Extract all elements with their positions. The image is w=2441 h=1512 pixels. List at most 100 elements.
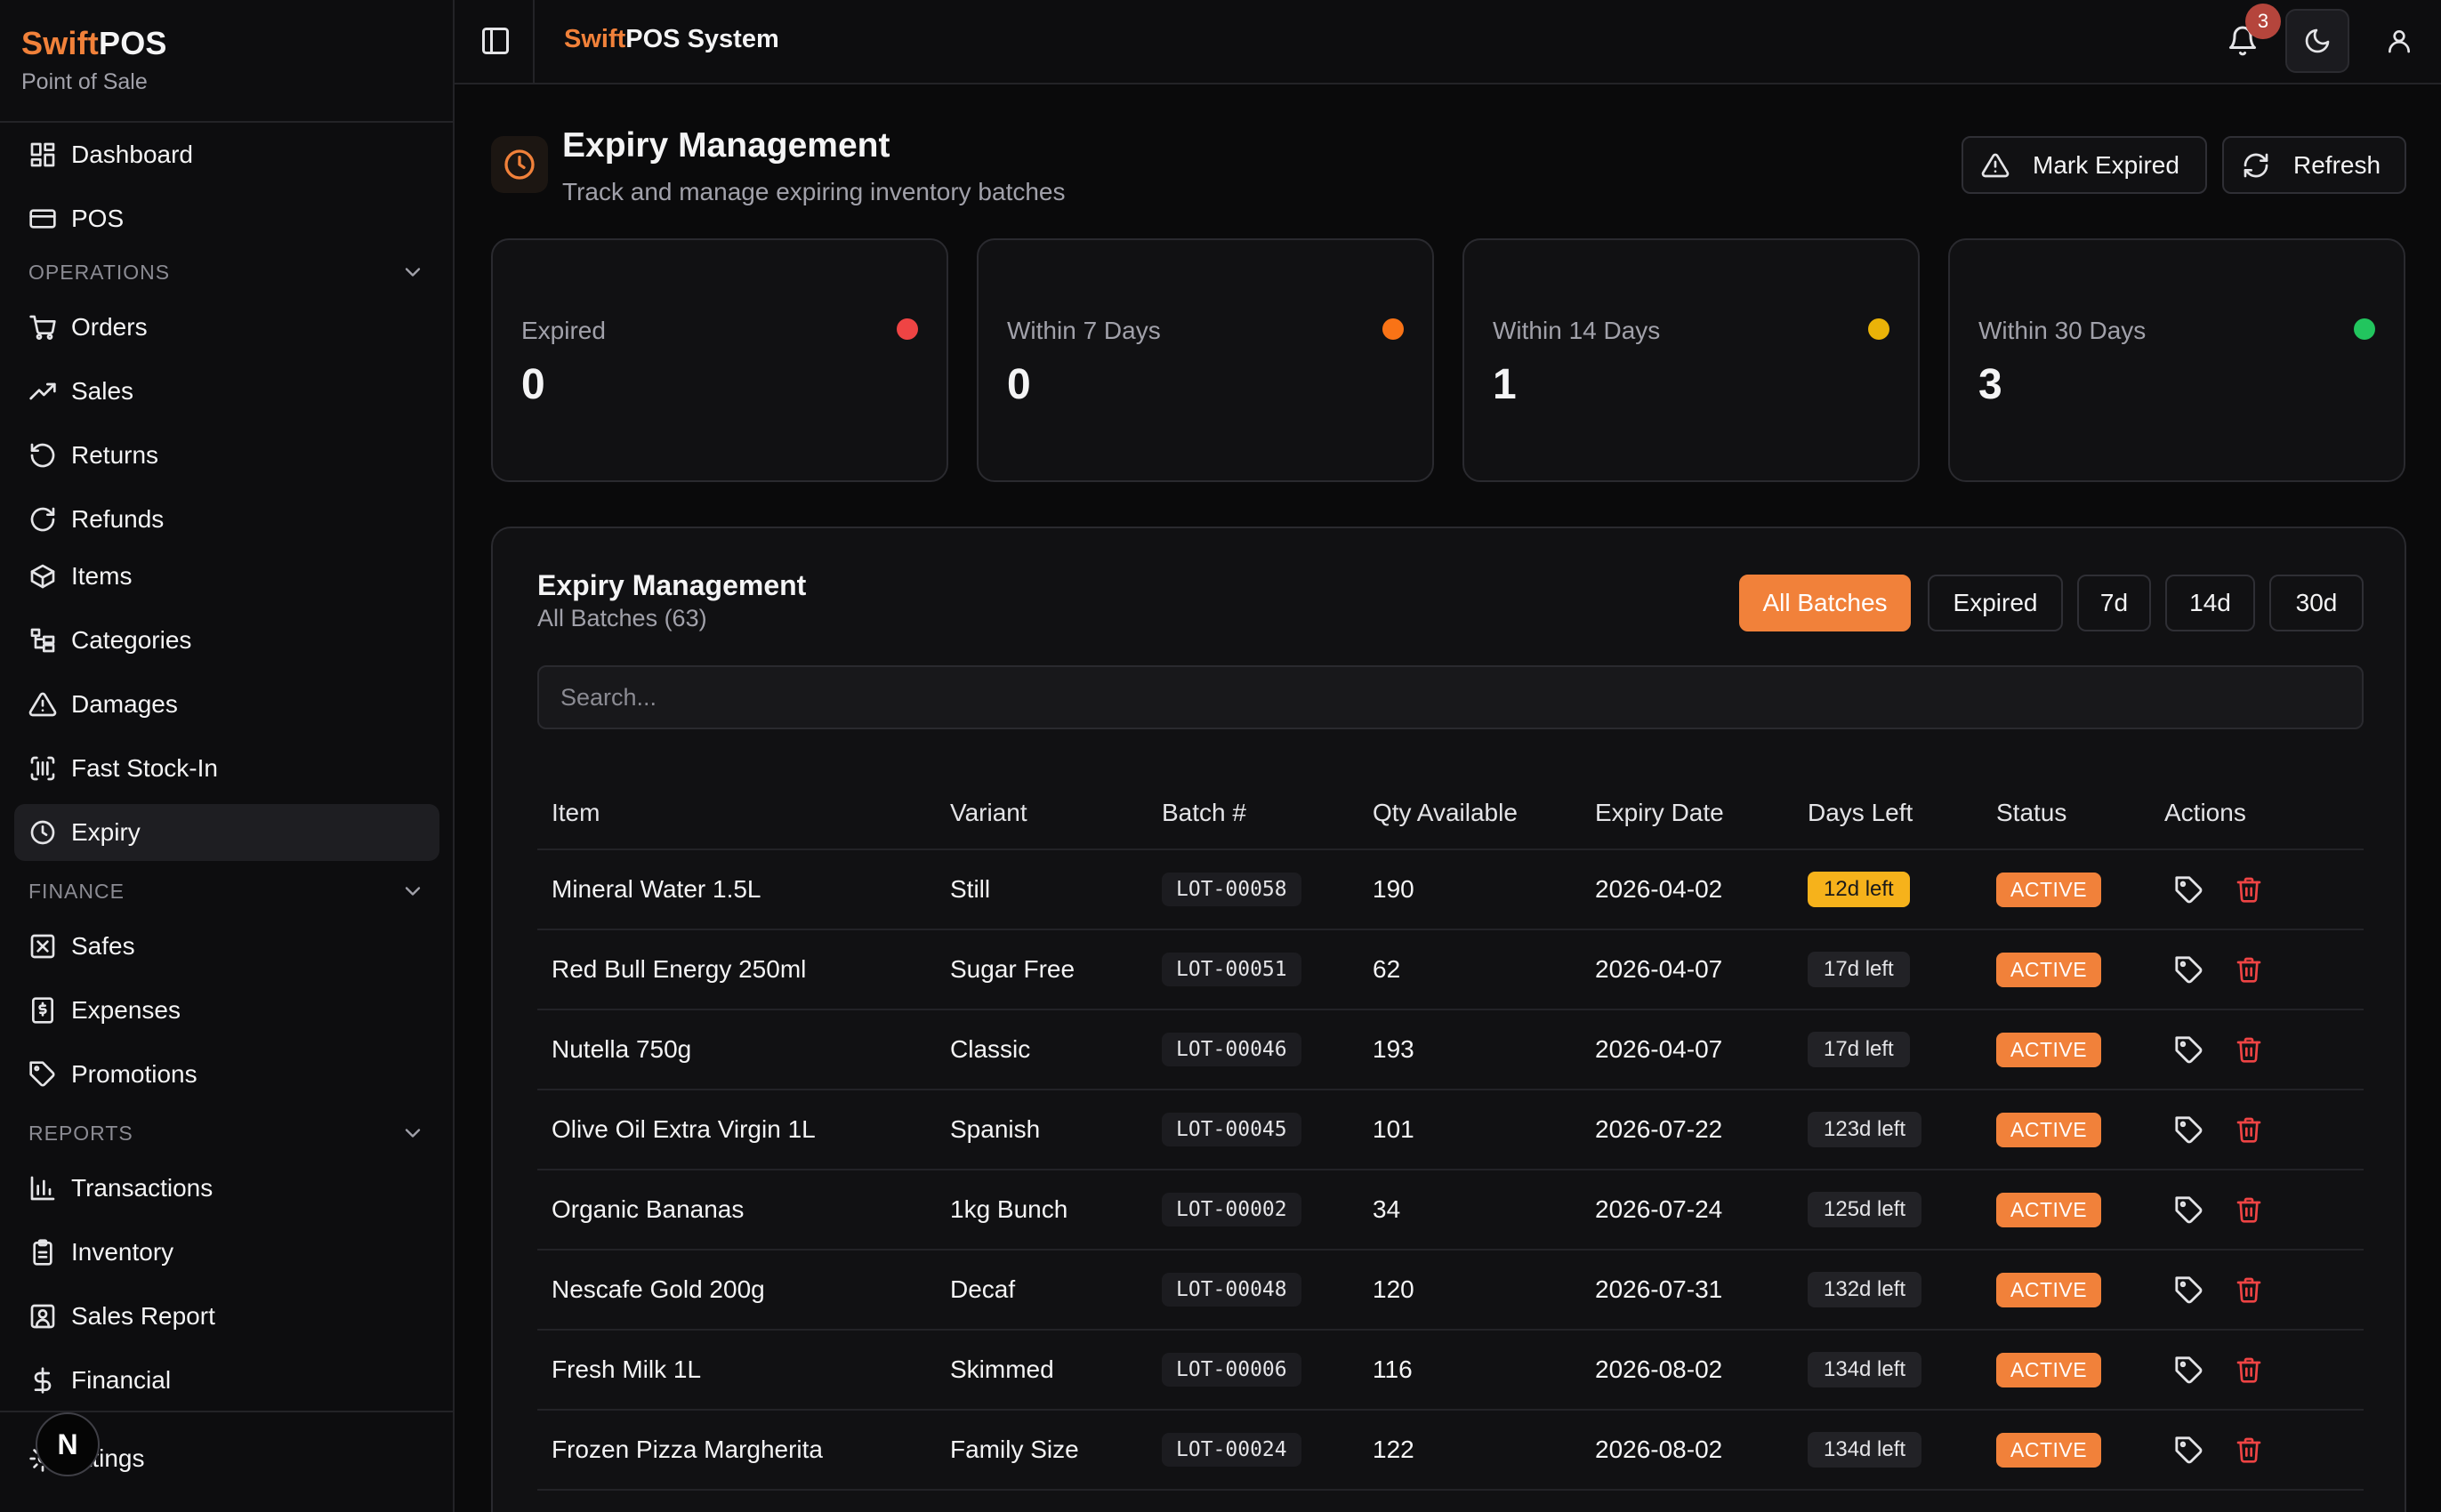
cell-expiry-date: 2026-08-02 (1595, 1436, 1723, 1463)
tag-icon (28, 1060, 57, 1089)
user-icon[interactable] (2385, 27, 2413, 55)
column-header[interactable]: Batch # (1162, 799, 1246, 826)
sidebar-item-label: Safes (71, 932, 135, 960)
filter-14d[interactable]: 14d (2165, 575, 2255, 631)
sidebar-item-pos[interactable]: POS (14, 190, 439, 247)
filter-all-batches[interactable]: All Batches (1739, 575, 1911, 631)
cell-days-left: 17d left (1808, 1010, 1910, 1089)
sidebar-item-returns[interactable]: Returns (14, 427, 439, 484)
search-input[interactable] (537, 665, 2364, 729)
trash-icon[interactable] (2235, 1195, 2263, 1224)
sidebar-item-dashboard[interactable]: Dashboard (14, 126, 439, 183)
alert-triangle-icon (28, 690, 57, 719)
sidebar-item-financial[interactable]: Financial (14, 1352, 439, 1409)
sidebar-item-expenses[interactable]: Expenses (14, 982, 439, 1039)
table-row[interactable]: Red Bull Energy 250ml Sugar Free LOT-000… (537, 930, 2364, 1010)
page-title: Expiry Management (562, 126, 890, 165)
tag-icon[interactable] (2174, 1436, 2204, 1466)
table-row[interactable]: Mineral Water 1.5L Still LOT-00058 190 2… (537, 850, 2364, 930)
dollar-icon (28, 1366, 57, 1395)
trash-icon[interactable] (2235, 875, 2263, 904)
cell-expiry-date: 2026-04-02 (1595, 875, 1723, 903)
sidebar-item-promotions[interactable]: Promotions (14, 1046, 439, 1103)
batches-table: Item Variant Batch # Qty Available Expir… (537, 779, 2364, 1491)
column-header[interactable]: Status (1996, 799, 2067, 826)
section-finance[interactable]: FINANCE (28, 873, 425, 909)
trash-icon[interactable] (2235, 1035, 2263, 1064)
trash-icon[interactable] (2235, 955, 2263, 984)
tag-icon[interactable] (2174, 955, 2204, 985)
column-header[interactable]: Qty Available (1373, 799, 1518, 826)
section-operations[interactable]: OPERATIONS (28, 254, 425, 290)
topbar: SwiftPOS System 3 (455, 0, 2441, 84)
batch-code: LOT-00006 (1162, 1353, 1301, 1387)
sidebar-item-inventory[interactable]: Inventory (14, 1224, 439, 1281)
tag-icon[interactable] (2174, 1195, 2204, 1226)
sidebar-item-label: Damages (71, 690, 178, 718)
sidebar-item-label: Items (71, 562, 133, 590)
tag-icon[interactable] (2174, 1035, 2204, 1066)
table-row[interactable]: Frozen Pizza Margherita Family Size LOT-… (537, 1411, 2364, 1491)
sidebar-item-label: Refunds (71, 505, 165, 533)
trash-icon[interactable] (2235, 1115, 2263, 1144)
sidebar-item-fast-stock-in[interactable]: Fast Stock-In (14, 740, 439, 797)
cell-qty: 62 (1373, 955, 1401, 983)
tag-icon[interactable] (2174, 875, 2204, 905)
dev-tools-badge[interactable]: N (36, 1412, 100, 1476)
filter-expired[interactable]: Expired (1928, 575, 2063, 631)
app-title: SwiftPOS System (564, 25, 779, 54)
table-row[interactable]: Organic Bananas 1kg Bunch LOT-00002 34 2… (537, 1170, 2364, 1251)
panel-subtitle: All Batches (63) (537, 605, 707, 631)
cell-expiry-date: 2026-04-07 (1595, 1035, 1723, 1063)
table-row[interactable]: Nescafe Gold 200g Decaf LOT-00048 120 20… (537, 1251, 2364, 1331)
column-header[interactable]: Days Left (1808, 799, 1913, 826)
sidebar-item-label: Inventory (71, 1238, 174, 1266)
days-left-badge: 17d left (1808, 1032, 1910, 1067)
sidebar-item-safes[interactable]: Safes (14, 918, 439, 975)
sidebar-item-label: Expiry (71, 818, 141, 846)
app-title-rest: POS System (625, 25, 779, 53)
topbar-divider (533, 0, 535, 83)
table-row[interactable]: Fresh Milk 1L Skimmed LOT-00006 116 2026… (537, 1331, 2364, 1411)
sidebar-item-categories[interactable]: Categories (14, 612, 439, 669)
trash-icon[interactable] (2235, 1275, 2263, 1304)
tag-icon[interactable] (2174, 1275, 2204, 1306)
sidebar-item-damages[interactable]: Damages (14, 676, 439, 733)
cell-status: ACTIVE (1996, 1010, 2102, 1089)
credit-card-icon (28, 205, 57, 233)
tag-icon[interactable] (2174, 1355, 2204, 1386)
column-header[interactable]: Variant (950, 799, 1027, 826)
filter-30d[interactable]: 30d (2269, 575, 2364, 631)
sidebar-item-expiry[interactable]: Expiry (14, 804, 439, 861)
table-row[interactable]: Nutella 750g Classic LOT-00046 193 2026-… (537, 1010, 2364, 1090)
sidebar-item-transactions[interactable]: Transactions (14, 1160, 439, 1217)
sidebar-item-sales[interactable]: Sales (14, 363, 439, 420)
filter-7d[interactable]: 7d (2077, 575, 2151, 631)
cell-item: Organic Bananas (552, 1195, 745, 1223)
column-header[interactable]: Item (552, 799, 600, 826)
sidebar-item-sales-report[interactable]: Sales Report (14, 1288, 439, 1345)
rotate-cw-icon (28, 505, 57, 534)
theme-toggle-button[interactable] (2285, 9, 2349, 73)
cell-qty: 120 (1373, 1275, 1414, 1303)
cell-item: Fresh Milk 1L (552, 1355, 702, 1383)
sidebar-item-refunds[interactable]: Refunds (14, 491, 439, 548)
cell-expiry-date: 2026-04-07 (1595, 955, 1723, 983)
trash-icon[interactable] (2235, 1436, 2263, 1464)
column-header[interactable]: Expiry Date (1595, 799, 1724, 826)
mark-expired-button[interactable]: Mark Expired (1962, 136, 2207, 194)
cell-item: Red Bull Energy 250ml (552, 955, 807, 983)
sidebar-item-label: Orders (71, 313, 148, 341)
table-row[interactable]: Olive Oil Extra Virgin 1L Spanish LOT-00… (537, 1090, 2364, 1170)
section-reports[interactable]: REPORTS (28, 1115, 425, 1151)
sidebar-item-items[interactable]: Items (14, 548, 439, 605)
refresh-label: Refresh (2293, 150, 2381, 179)
sidebar-item-orders[interactable]: Orders (14, 299, 439, 356)
layout-dashboard-icon (28, 141, 57, 169)
trash-icon[interactable] (2235, 1355, 2263, 1384)
sidebar-toggle-icon[interactable] (479, 25, 512, 57)
column-header: Actions (2164, 799, 2246, 826)
refresh-button[interactable]: Refresh (2222, 136, 2406, 194)
tag-icon[interactable] (2174, 1115, 2204, 1146)
bell-icon[interactable] (2227, 25, 2259, 57)
